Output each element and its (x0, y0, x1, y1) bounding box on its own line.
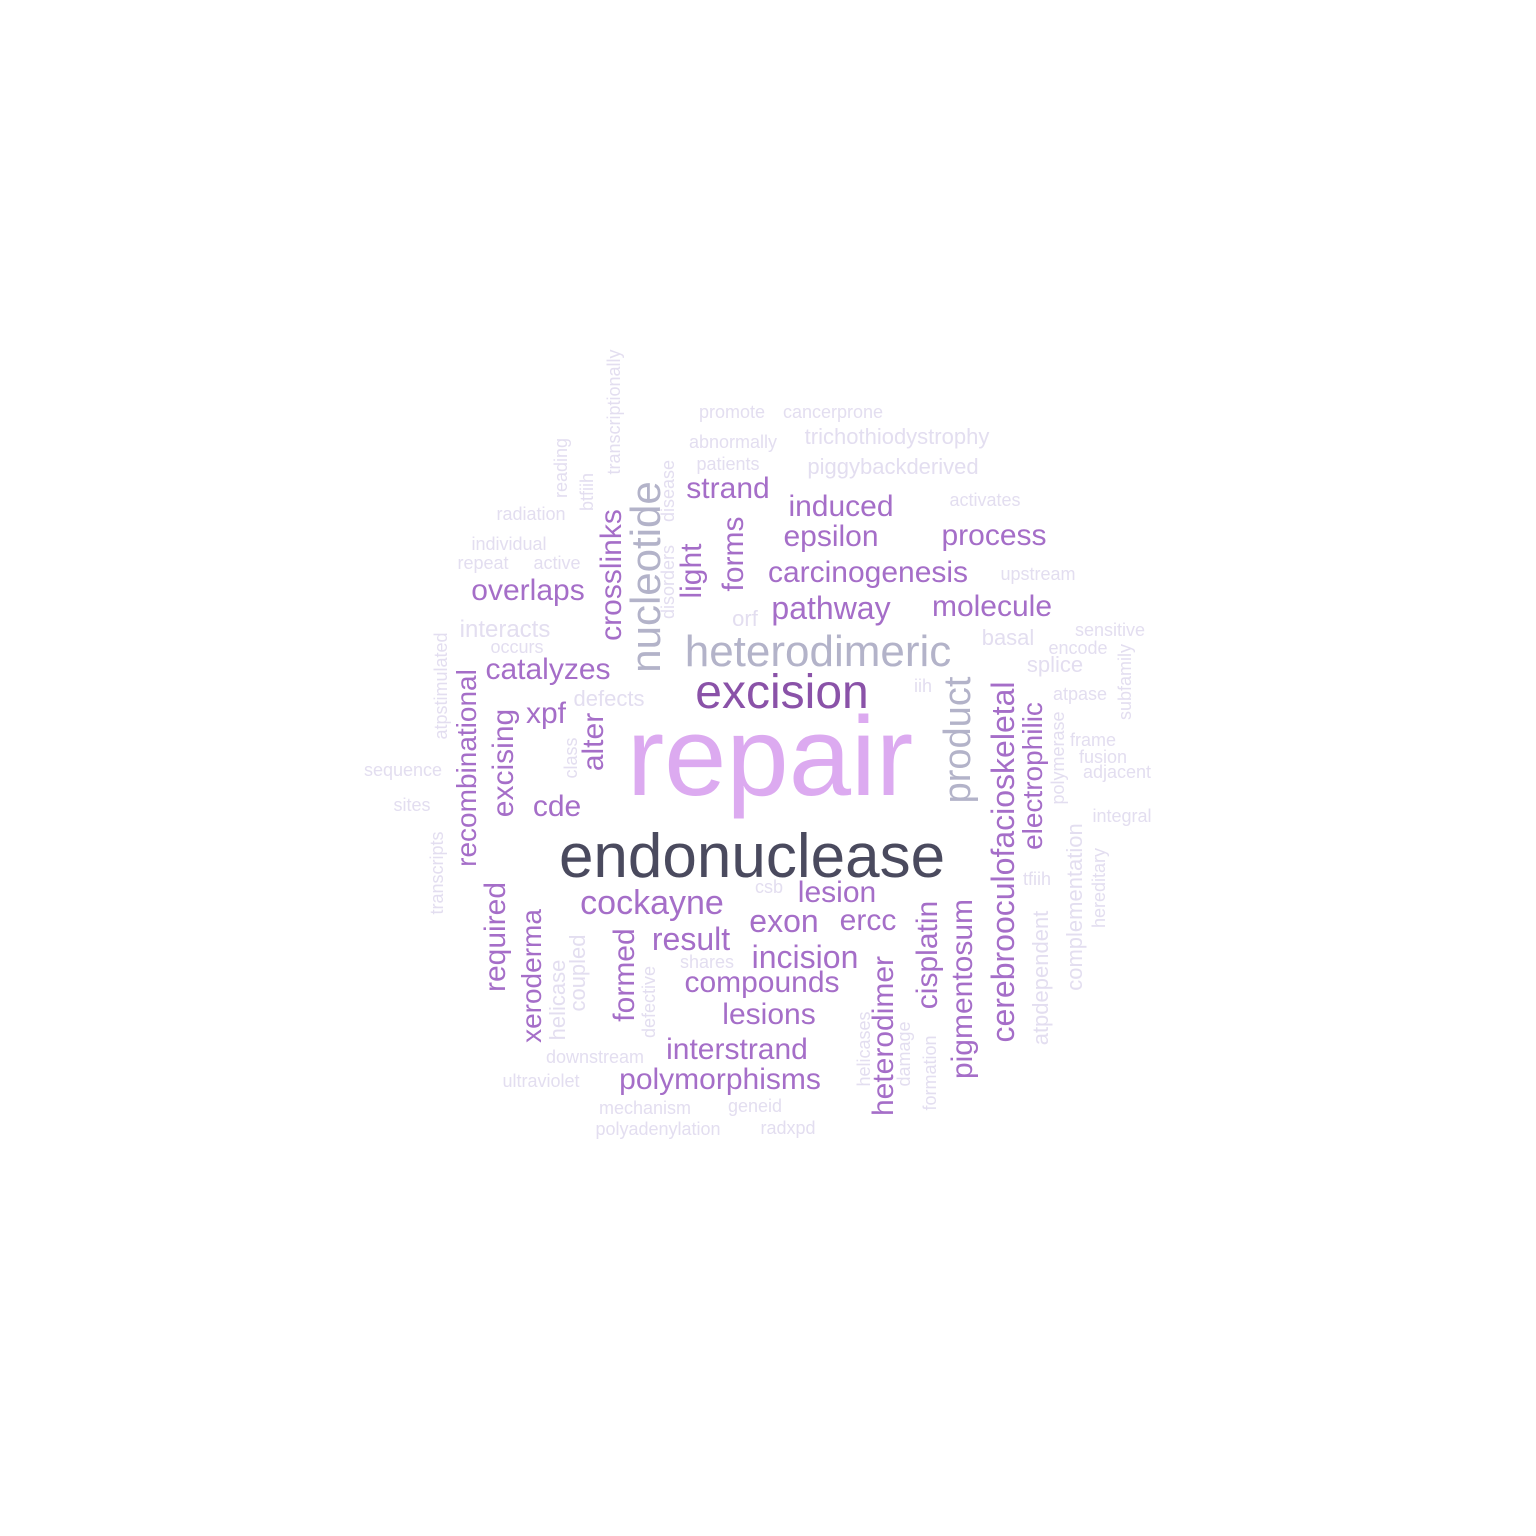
word-polymorphisms: polymorphisms (619, 1063, 821, 1096)
word-catalyzes: catalyzes (485, 653, 611, 686)
word-epsilon: epsilon (783, 520, 879, 553)
word-subfamily: subfamily (1115, 643, 1135, 721)
word-active: active (533, 553, 581, 573)
word-sensitive: sensitive (1074, 620, 1146, 640)
word-defective: defective (639, 965, 659, 1039)
word-strand: strand (686, 472, 770, 505)
word-shares: shares (679, 952, 735, 972)
word-atpstimulated: atpstimulated (431, 632, 451, 740)
word-integral: integral (1092, 806, 1152, 826)
word-geneid: geneid (727, 1096, 783, 1116)
word-encode: encode (1048, 638, 1108, 658)
word-orf: orf (732, 606, 758, 631)
word-polymerase: polymerase (1048, 711, 1068, 805)
word-cisplatin: cisplatin (911, 900, 944, 1010)
word-hereditary: hereditary (1089, 847, 1109, 929)
word-transcripts: transcripts (427, 831, 447, 915)
word-disease: disease (658, 459, 678, 523)
word-polyadenylation: polyadenylation (595, 1119, 721, 1139)
word-activates: activates (949, 490, 1021, 510)
word-overlaps: overlaps (471, 574, 585, 607)
word-lesion: lesion (797, 876, 877, 909)
word-induced: induced (788, 490, 894, 523)
word-patients: patients (696, 454, 760, 474)
word-transcriptionally: transcriptionally (604, 349, 624, 475)
word-atpase: atpase (1052, 684, 1108, 704)
word-crosslinks: crosslinks (595, 509, 628, 641)
word-excision: excision (695, 666, 869, 719)
word-forms: forms (717, 516, 750, 592)
word-process: process (941, 519, 1047, 552)
word-radiation: radiation (496, 504, 566, 524)
word-ercc: ercc (839, 904, 897, 937)
word-result: result (651, 921, 731, 957)
word-helicases: helicases (854, 1011, 874, 1087)
word-pathway: pathway (771, 590, 891, 626)
word-class: class (561, 737, 581, 779)
word-formation: formation (920, 1035, 940, 1111)
word-required: required (479, 881, 512, 993)
word-xpf: xpf (525, 697, 567, 730)
word-endonuclease: endonuclease (558, 822, 946, 891)
word-excising: excising (487, 708, 520, 818)
word-exon: exon (749, 903, 819, 939)
word-product: product (937, 676, 979, 804)
word-frame: frame (1069, 730, 1117, 750)
word-defects: defects (573, 686, 645, 711)
word-incision: incision (751, 939, 859, 975)
word-atpdependent: atpdependent (1028, 910, 1053, 1046)
word-formed: formed (608, 928, 641, 1022)
word-mechanism: mechanism (598, 1098, 692, 1118)
word-upstream: upstream (1000, 564, 1076, 584)
word-electrophilic: electrophilic (1017, 702, 1048, 850)
word-light: light (675, 543, 708, 599)
word-alter: alter (577, 712, 610, 772)
word-interstrand: interstrand (666, 1033, 808, 1066)
word-cancerprone: cancerprone (782, 402, 884, 422)
word-sequence: sequence (363, 760, 443, 780)
word-coupled: coupled (565, 934, 590, 1012)
word-btfiih: btfiih (577, 472, 597, 512)
word-individual: individual (471, 534, 547, 554)
word-csb: csb (754, 877, 784, 897)
word-cerebrooculofacioskeletal: cerebrooculofacioskeletal (985, 681, 1021, 1043)
word-occurs: occurs (490, 637, 544, 657)
word-cde: cde (532, 790, 582, 823)
word-compounds: compounds (684, 966, 840, 999)
word-sites: sites (393, 795, 431, 815)
word-piggybackderived: piggybackderived (807, 454, 979, 479)
word-trichothiodystrophy: trichothiodystrophy (804, 424, 990, 449)
word-disorders: disorders (658, 544, 678, 620)
word-molecule: molecule (931, 590, 1053, 623)
word-interacts: interacts (459, 616, 551, 643)
word-repair: repair (626, 694, 914, 819)
word-damage: damage (894, 1021, 914, 1087)
word-iih: iih (913, 676, 933, 696)
word-tfiih: tfiih (1022, 869, 1052, 889)
word-abnormally: abnormally (688, 432, 778, 452)
word-fusion: fusion (1078, 747, 1128, 767)
word-ultraviolet: ultraviolet (502, 1071, 580, 1091)
word-splice: splice (1026, 652, 1084, 677)
word-carcinogenesis: carcinogenesis (767, 556, 969, 589)
word-radxpd: radxpd (760, 1118, 816, 1138)
word-heterodimeric: heterodimeric (684, 627, 952, 676)
word-repeat: repeat (457, 553, 509, 573)
word-recombinational: recombinational (451, 669, 482, 867)
word-basal: basal (981, 625, 1035, 650)
word-pigmentosum: pigmentosum (946, 898, 979, 1080)
word-lesions: lesions (722, 998, 816, 1031)
word-downstream: downstream (545, 1047, 645, 1067)
word-xeroderma: xeroderma (516, 909, 547, 1043)
word-cockayne: cockayne (580, 884, 724, 922)
word-complementation: complementation (1062, 823, 1087, 991)
word-adjacent: adjacent (1082, 762, 1152, 782)
word-promote: promote (698, 402, 766, 422)
word-reading: reading (551, 437, 571, 499)
